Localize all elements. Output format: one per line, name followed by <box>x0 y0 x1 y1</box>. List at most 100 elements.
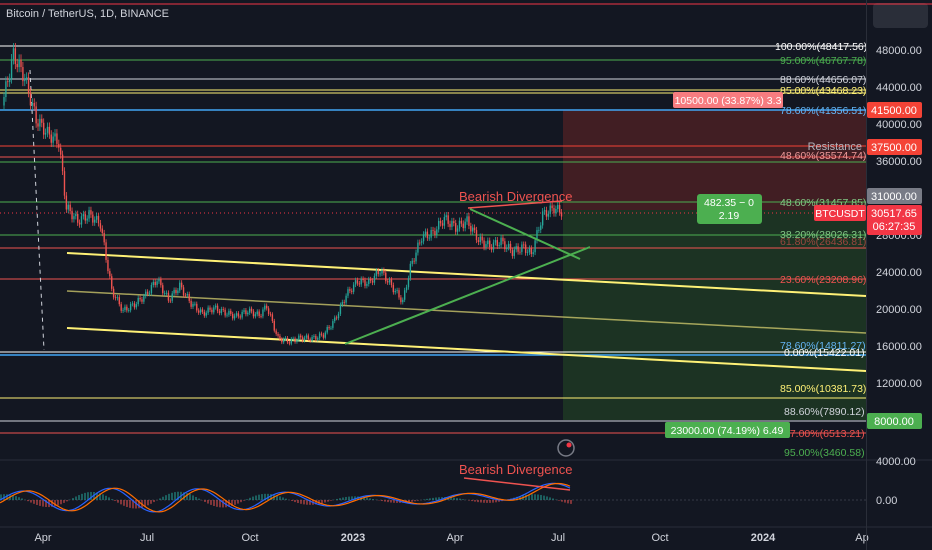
candle-body <box>543 210 546 212</box>
candle-body <box>523 244 525 246</box>
osc-histogram-bar <box>54 500 56 507</box>
candle-body <box>213 307 215 313</box>
osc-histogram-bar <box>60 500 62 505</box>
time-axis[interactable]: Apr Jul Oct 2023 Apr Jul Oct 2024 Ap <box>34 532 868 544</box>
candle-body <box>196 303 198 311</box>
candle-body <box>150 285 153 294</box>
osc-histogram-bar <box>390 500 392 503</box>
osc-histogram-bar <box>258 494 260 500</box>
candle-body <box>186 294 189 296</box>
candle-body <box>80 216 83 225</box>
alert-icon[interactable] <box>557 439 575 457</box>
osc-histogram-bar <box>282 497 284 500</box>
osc-tick: 4000.00 <box>876 456 916 468</box>
osc-histogram-bar <box>87 492 89 500</box>
candle-body <box>5 81 7 98</box>
candle-body <box>44 132 47 135</box>
fib-label: 78.60%(41356.51) <box>780 105 866 117</box>
candle-body <box>90 210 92 215</box>
fib-label: 23.60%(23208.96) <box>780 274 866 286</box>
candle-body <box>326 327 328 333</box>
candle-body <box>364 280 366 286</box>
candle-body <box>207 307 209 313</box>
candle-body <box>99 223 102 229</box>
candle-body <box>281 339 283 343</box>
osc-histogram-bar <box>45 500 47 508</box>
osc-histogram-bar <box>525 494 527 500</box>
candle-body <box>466 216 468 222</box>
osc-histogram-bar <box>99 493 101 500</box>
candle-body <box>260 315 262 317</box>
osc-histogram-bar <box>57 500 59 506</box>
osc-histogram-bar <box>354 496 356 500</box>
candle-body <box>490 247 493 250</box>
osc-histogram-bar <box>429 498 431 500</box>
candle-body <box>489 240 491 248</box>
divergence-line-osc <box>463 477 571 491</box>
candle-body <box>366 284 368 286</box>
candle-body <box>29 92 32 106</box>
osc-tick: 0.00 <box>876 495 897 507</box>
price-axis-border <box>866 0 867 550</box>
candle-body <box>472 227 474 232</box>
candle-body <box>231 313 234 319</box>
candle-body <box>504 241 506 250</box>
candle-body <box>199 309 202 313</box>
candle-body <box>477 240 480 243</box>
y-tick: 20000.00 <box>876 304 922 316</box>
osc-histogram-bar <box>345 496 347 500</box>
osc-histogram-bar <box>264 493 266 500</box>
candle-body <box>279 335 281 340</box>
osc-histogram-bar <box>72 498 74 500</box>
trendline-support <box>344 246 591 345</box>
osc-histogram-bar <box>237 500 239 504</box>
position-info-line1: 482.35 − 0 <box>704 197 754 209</box>
toolbar-button[interactable] <box>873 3 928 28</box>
candle-body <box>317 338 319 340</box>
osc-histogram-bar <box>0 494 2 500</box>
x-tick: Apr <box>446 532 463 544</box>
candle-body <box>392 285 395 293</box>
osc-histogram-bar <box>252 496 254 500</box>
candle-body <box>298 335 300 340</box>
candle-body <box>218 311 221 314</box>
candle-body <box>71 210 73 220</box>
channel-top <box>66 252 867 297</box>
candle-body <box>230 310 232 314</box>
candle-body <box>18 59 20 68</box>
candle-body <box>526 252 529 253</box>
oscillator <box>0 482 572 513</box>
fib-label: 0.00%(15422.01) <box>784 347 865 359</box>
candle-body <box>107 259 109 272</box>
candle-body <box>334 317 336 322</box>
candle-body <box>69 204 71 211</box>
fib-label: 85.00%(43468.23) <box>780 85 866 97</box>
badge-8000-text: 8000.00 <box>874 416 914 428</box>
price-axis[interactable]: 48000.00 44000.00 40000.00 36000.00 2800… <box>876 45 922 390</box>
candle-body <box>451 221 453 227</box>
candle-body <box>322 334 325 338</box>
candle-body <box>307 335 309 340</box>
candle-body <box>487 240 489 245</box>
candle-body <box>163 293 166 294</box>
osc-histogram-bar <box>483 500 485 503</box>
candle-body <box>521 244 523 252</box>
candle-body <box>409 263 412 279</box>
osc-histogram-bar <box>171 492 173 500</box>
y-tick: 44000.00 <box>876 82 922 94</box>
candle-body <box>386 281 389 283</box>
candle-body <box>61 154 64 172</box>
candle-body <box>320 333 323 335</box>
candle-body <box>137 297 139 305</box>
candle-body <box>343 302 345 303</box>
candle-body <box>118 297 120 305</box>
candle-body <box>294 338 296 342</box>
osc-histogram-bar <box>105 495 107 500</box>
fib-labels: 100.00%(48417.56) 95.00%(46767.78) 88.60… <box>775 41 867 459</box>
osc-histogram-bar <box>39 500 41 506</box>
candle-body <box>75 213 77 217</box>
candle-body <box>54 133 56 137</box>
candle-body <box>109 271 111 277</box>
candle-body <box>128 310 130 312</box>
osc-histogram-bar <box>546 496 548 500</box>
